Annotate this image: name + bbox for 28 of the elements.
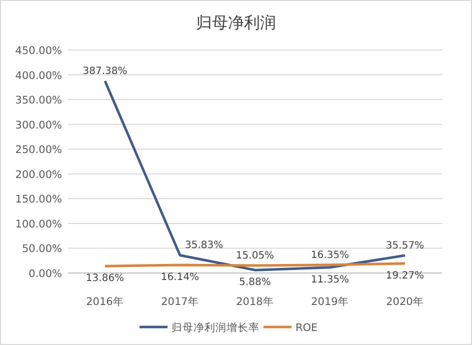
x-tick-label: 2016年: [86, 296, 124, 308]
x-tick-label: 2020年: [386, 296, 424, 308]
y-tick-label: 100.00%: [15, 218, 62, 230]
data-label: 13.86%: [86, 273, 124, 284]
y-tick-label: 300.00%: [15, 119, 62, 132]
legend-label: ROE: [296, 322, 318, 334]
data-label: 387.38%: [82, 66, 128, 78]
data-label: 16.14%: [160, 272, 200, 283]
y-tick-label: 50.00%: [22, 243, 62, 256]
x-tick-label: 2019年: [311, 296, 349, 308]
y-tick-label: 200.00%: [15, 168, 62, 181]
y-tick-label: 150.00%: [15, 194, 62, 206]
data-label: 15.05%: [236, 250, 274, 262]
data-label: 11.35%: [310, 274, 350, 286]
legend-label: 归母净利润增长率: [172, 321, 260, 334]
y-tick-label: 400.00%: [15, 70, 62, 82]
data-label: 16.35%: [310, 250, 350, 261]
y-tick-label: 0.00%: [28, 268, 62, 280]
data-label: 19.27%: [386, 270, 424, 282]
x-tick-label: 2018年: [236, 296, 274, 308]
data-label: 5.88%: [239, 277, 271, 288]
data-label: 35.57%: [386, 240, 424, 252]
chart-title: 归母净利润: [196, 13, 276, 32]
y-tick-label: 350.00%: [15, 94, 62, 107]
data-label: 35.83%: [185, 240, 224, 252]
y-tick-label: 450.00%: [15, 45, 62, 57]
x-tick-label: 2017年: [161, 296, 199, 308]
y-tick-label: 250.00%: [15, 144, 62, 156]
